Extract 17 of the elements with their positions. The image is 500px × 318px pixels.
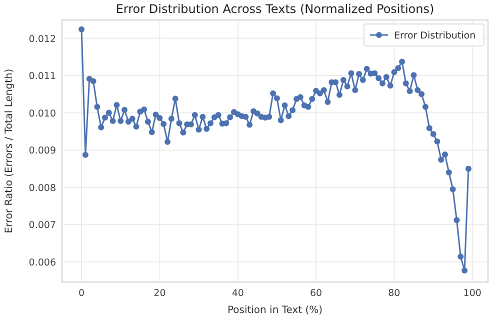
y-axis-title: Error Ratio (Errors / Total Length) bbox=[4, 68, 15, 234]
x-tick-label: 40 bbox=[232, 288, 244, 299]
y-tick-label: 0.006 bbox=[28, 257, 56, 268]
y-tick-label: 0.007 bbox=[28, 220, 56, 232]
legend-label: Error Distribution bbox=[394, 30, 476, 42]
y-tick-label: 0.011 bbox=[28, 71, 56, 82]
x-tick-label: 20 bbox=[154, 288, 166, 299]
chart-title: Error Distribution Across Texts (Normalized Positions) bbox=[116, 2, 434, 16]
y-tick-label: 0.010 bbox=[28, 108, 56, 120]
y-tick-label: 0.012 bbox=[28, 34, 56, 45]
x-tick-label: 80 bbox=[388, 288, 400, 299]
y-tick-label: 0.009 bbox=[28, 146, 56, 157]
x-tick-label: 60 bbox=[310, 288, 322, 299]
y-tick-label: 0.008 bbox=[28, 182, 56, 194]
x-axis-title: Position in Text (%) bbox=[227, 305, 323, 316]
x-tick-label: 100 bbox=[463, 288, 482, 299]
x-tick-label: 0 bbox=[78, 288, 85, 299]
